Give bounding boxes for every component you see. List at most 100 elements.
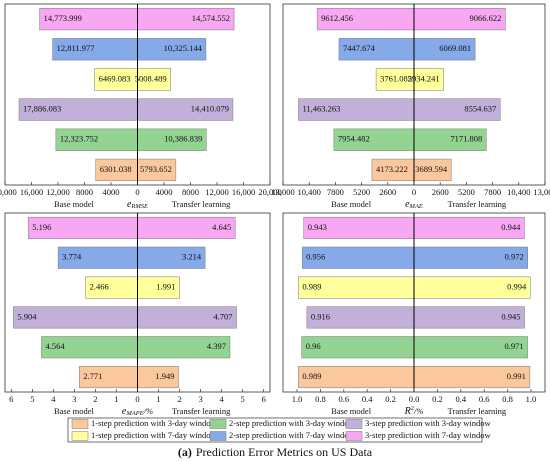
data-label: 7171.808 [450,134,482,144]
left-axis-label: Base model [331,406,372,416]
left-axis-label: Base model [54,199,95,209]
legend-swatch [345,419,363,429]
x-tick-label: 16,000 [232,187,255,197]
data-label: 0.916 [311,311,330,321]
data-label: 12,811.977 [57,43,95,53]
caption-text: Prediction Error Metrics on US Data [196,445,373,459]
x-tick-label: 2600 [379,187,396,197]
x-tick-label: 5200 [458,187,475,197]
caption: (a) Prediction Error Metrics on US Data [178,445,373,459]
data-label: 17,886.083 [23,104,61,114]
x-tick-label: 4 [51,394,56,404]
data-label: 5008.489 [135,73,167,83]
data-label: 1.991 [156,282,175,292]
right-axis-label: Transfer learning [172,406,231,416]
data-label: 3.214 [182,252,202,262]
data-label: 10,325.144 [164,43,203,53]
x-axis-title-sub: MAE [409,203,423,210]
x-tick-label: 0.0 [409,394,420,404]
data-label: 9066.622 [469,13,501,23]
x-axis-title-suffix: /% [143,406,153,416]
legend-label: 2-step prediction with 3-day window [229,418,355,428]
data-label: 0.971 [504,341,523,351]
left-axis-label: Base model [54,406,95,416]
x-tick-label: 1.0 [292,394,303,404]
x-tick-label: 0 [135,394,139,404]
legend-swatch [345,431,363,441]
data-label: 4.564 [46,341,66,351]
x-tick-label: 2 [177,394,181,404]
legend-box [67,417,483,443]
data-label: 3689.594 [415,164,448,174]
data-label: 9612.456 [321,13,353,23]
x-tick-label: 5200 [353,187,370,197]
x-tick-label: 20,000 [258,187,281,197]
x-tick-label: 13,000 [271,187,294,197]
x-tick-label: 6 [9,394,13,404]
x-axis-title-sub: RMSE [130,203,148,210]
legend-swatch [71,419,89,429]
legend-swatch [209,431,227,441]
x-tick-label: 12,000 [205,187,228,197]
x-axis-title: eRMSE [127,199,148,210]
x-tick-label: 2600 [432,187,449,197]
x-tick-label: 0.8 [315,394,326,404]
data-label: 1.949 [155,371,174,381]
x-tick-label: 0.2 [385,394,396,404]
data-label: 7954.482 [338,134,370,144]
right-axis-label: Transfer learning [448,406,507,416]
right-axis-label: Transfer learning [448,199,507,209]
data-label: 10,386.839 [164,134,202,144]
x-axis-title: R2/% [404,405,424,417]
x-tick-label: 0.8 [502,394,513,404]
x-tick-label: 5 [30,394,34,404]
data-label: 2.466 [90,282,109,292]
data-label: 8554.637 [464,104,496,114]
x-axis-title-main: e [122,406,127,417]
x-axis-title-main: R [404,406,411,417]
data-label: 0.944 [501,222,521,232]
legend-label: 1-step prediction with 7-day window [91,430,217,440]
data-label: 6469.083 [99,73,131,83]
data-label: 14,574.552 [192,13,230,23]
data-label: 0.945 [501,311,520,321]
x-tick-label: 12,000 [46,187,69,197]
x-tick-label: 4 [220,394,225,404]
x-tick-label: 13,000 [533,187,550,197]
data-label: 3761.085 [380,73,412,83]
data-label: 0.994 [507,282,527,292]
right-axis-label: Transfer learning [172,199,231,209]
legend-swatch [71,431,89,441]
legend-label: 3-step prediction with 3-day window [365,418,491,428]
legend-label: 2-step prediction with 7-day window [229,430,355,440]
x-tick-label: 1 [156,394,160,404]
x-tick-label: 1 [114,394,118,404]
x-tick-label: 6 [262,394,266,404]
x-axis-title: eMAPE/% [122,406,153,418]
x-tick-label: 0.6 [479,394,490,404]
data-label: 2.771 [83,371,102,381]
x-tick-label: 0.4 [362,394,373,404]
x-tick-label: 0.6 [339,394,350,404]
x-tick-label: 10,400 [298,187,321,197]
data-label: 5.196 [32,222,51,232]
data-label: 3.774 [62,252,82,262]
x-axis-title-main: e [405,199,410,210]
data-label: 0.989 [302,371,321,381]
x-tick-label: 8000 [76,187,93,197]
data-label: 0.972 [505,252,524,262]
data-label: 0.989 [302,282,321,292]
data-label: 6069.081 [439,43,471,53]
x-axis-title-suffix: /% [413,406,423,416]
x-tick-label: 0.2 [432,394,443,404]
x-tick-label: 16,000 [20,187,43,197]
data-label: 0.96 [306,341,321,351]
x-tick-label: 2 [93,394,97,404]
data-label: 5.904 [17,311,37,321]
caption-label: (a) [178,445,192,459]
x-tick-label: 8000 [182,187,199,197]
x-tick-label: 4000 [156,187,173,197]
data-label: 2934.241 [408,73,440,83]
x-tick-label: 4000 [103,187,120,197]
